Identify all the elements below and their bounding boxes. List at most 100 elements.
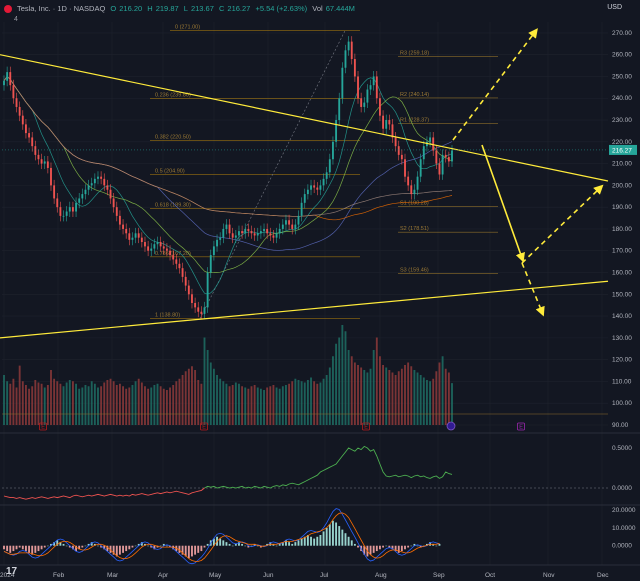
candle-body: [84, 189, 87, 195]
candle-body: [394, 137, 397, 147]
oscillator-bar: [165, 545, 168, 547]
candle-body: [281, 224, 284, 229]
candle-body: [90, 183, 93, 186]
candle-body: [288, 220, 291, 225]
candle-body: [400, 154, 403, 160]
volume-bar: [191, 366, 193, 425]
time-axis[interactable]: 2024 Feb Mar Apr May Jun Jul Aug Sep Oct Nov Dec: [0, 572, 609, 579]
oscillator-bar: [256, 545, 259, 547]
oscillator-bar: [275, 545, 278, 547]
rs-line-negative: [3, 487, 205, 500]
candle-body: [112, 198, 115, 208]
time-tick-label: Jun: [263, 572, 274, 579]
oscillator-bar: [6, 545, 9, 552]
volume-bar: [444, 368, 447, 425]
symbol-title[interactable]: Tesla, Inc. · 1D · NASDAQ: [16, 4, 106, 13]
oscillator-bar: [84, 545, 87, 547]
projection-arrows[interactable]: [452, 28, 604, 317]
volume-bar: [294, 378, 297, 425]
volume-bar: [275, 387, 278, 425]
oscillator-bar: [118, 545, 121, 555]
trendlines[interactable]: [0, 54, 609, 339]
currency-label[interactable]: USD: [607, 4, 622, 11]
oscillator-bar: [291, 543, 294, 546]
candle-body: [28, 133, 30, 138]
volume-bar: [97, 387, 99, 425]
candle-body: [3, 80, 5, 86]
oscillator-bar: [106, 545, 109, 552]
volume-bar: [71, 381, 74, 425]
volume-bar: [397, 371, 400, 425]
candle-body: [75, 202, 77, 212]
candle-body: [53, 185, 56, 199]
candle-body: [422, 146, 425, 160]
oscillator-bar: [178, 545, 181, 553]
volume-bar: [15, 387, 18, 425]
price-tick-label: 150.00: [612, 291, 632, 298]
earnings-event-label: E: [202, 425, 206, 431]
fib-level-label: 1 (138.80): [155, 313, 180, 319]
pivot-level-label: S2 (178.51): [400, 226, 429, 232]
candle-body: [140, 237, 143, 243]
volume-bar: [34, 380, 37, 425]
oscillator-bar: [404, 545, 406, 550]
candle-body: [187, 285, 190, 295]
volume-bar: [62, 386, 65, 425]
price-tick-label: 220.00: [612, 139, 632, 146]
candle-body: [100, 176, 103, 179]
volume-bar: [328, 367, 331, 425]
price-tick-label: 270.00: [612, 30, 632, 37]
candle-body: [310, 185, 312, 190]
moving-average-line: [3, 75, 453, 217]
candle-body: [184, 276, 187, 286]
candle-body: [429, 137, 432, 142]
volume-bar: [24, 385, 27, 425]
price-axis[interactable]: 90.00 100.00 110.00 120.00 130.00 140.00 150.0…: [2, 30, 637, 429]
volume-bar: [222, 381, 225, 425]
candle-body: [247, 228, 250, 232]
oscillator-bar: [97, 545, 99, 547]
volume-bar: [115, 385, 118, 425]
oscillator-bar: [338, 526, 341, 546]
oscillator-bar: [212, 538, 215, 546]
pivot-level-label: S3 (159.46): [400, 268, 429, 274]
oscillator-bar: [62, 543, 65, 546]
volume-bar: [131, 385, 134, 425]
low-value: 213.67: [190, 4, 214, 13]
indicator-count[interactable]: 4: [14, 16, 18, 23]
candle-body: [410, 185, 413, 195]
volume-bar: [181, 375, 184, 425]
candle-body: [56, 198, 59, 208]
oscillator-bar: [272, 543, 275, 546]
volume-bar: [231, 385, 234, 425]
oscillator-bar: [169, 545, 171, 548]
earnings-event-icon: [39, 422, 47, 431]
candle-body: [197, 307, 200, 312]
fibonacci-retracement[interactable]: 0 (271.00) 0.236 (239.80) 0.382 (220.50) 0.…: [150, 25, 360, 319]
volume-bar: [259, 388, 262, 425]
volume-bar: [184, 371, 187, 425]
oscillator-bar: [247, 545, 250, 548]
candle-body: [50, 167, 52, 186]
volume-bar: [234, 382, 237, 425]
volume-bar: [269, 386, 272, 425]
time-tick-label: Aug: [375, 572, 387, 579]
oscillator-bar: [228, 543, 231, 546]
volume-bar: [219, 378, 222, 425]
candle-body: [363, 102, 366, 107]
oscillator-bar: [319, 535, 322, 546]
tradingview-logo-icon: 17: [6, 566, 18, 577]
price-tick-label: 110.00: [612, 378, 632, 385]
oscillator-bar: [203, 545, 206, 548]
volume-bar: [322, 378, 325, 425]
last-price-label: 216.27: [612, 147, 632, 154]
price-tick-label: 90.00: [612, 422, 629, 429]
oscillator-bar: [78, 545, 81, 550]
volume-bar: [216, 375, 218, 425]
volume-series: [2, 325, 608, 425]
candle-body: [46, 161, 49, 168]
candle-body: [238, 231, 240, 236]
volume-bar: [21, 381, 24, 425]
